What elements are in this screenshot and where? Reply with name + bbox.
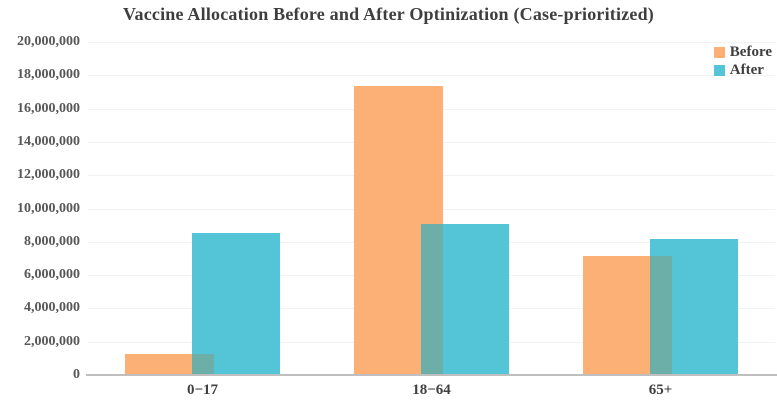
legend-label: After	[729, 62, 764, 78]
chart-title: Vaccine Allocation Before and After Opti…	[122, 4, 654, 24]
bar-overlap-0−17	[191, 354, 214, 375]
plot-area	[88, 42, 775, 375]
gridline	[88, 42, 775, 43]
y-tick-label: 16,000,000	[17, 100, 80, 116]
x-axis-line	[86, 374, 777, 376]
legend-item-before: Before	[713, 44, 772, 60]
x-category-label: 65+	[648, 382, 673, 398]
bar-before-0−17	[124, 354, 214, 375]
legend: Before After	[713, 44, 772, 81]
y-tick-label: 4,000,000	[24, 300, 80, 316]
y-tick-label: 12,000,000	[17, 167, 80, 183]
y-tick-label: 6,000,000	[24, 267, 80, 283]
y-tick-label: 18,000,000	[17, 67, 80, 83]
y-tick-label: 10,000,000	[17, 200, 80, 216]
gridline	[88, 75, 775, 77]
y-tick-label: 2,000,000	[24, 333, 80, 349]
y-tick-label: 14,000,000	[17, 133, 80, 149]
legend-swatch-icon	[713, 65, 725, 76]
y-tick-label: 20,000,000	[17, 34, 80, 49]
y-tick-label: 8,000,000	[24, 233, 80, 249]
legend-label: Before	[729, 44, 772, 60]
legend-swatch-icon	[713, 47, 725, 58]
x-category-label: 18−64	[412, 382, 451, 398]
bar-overlap-65+	[649, 255, 672, 375]
bar-overlap-18−64	[420, 224, 443, 375]
y-tick-label: 0	[73, 367, 80, 382]
legend-item-after: After	[713, 62, 772, 78]
bar-after-0−17	[191, 232, 280, 375]
x-category-label: 0−17	[186, 382, 219, 398]
